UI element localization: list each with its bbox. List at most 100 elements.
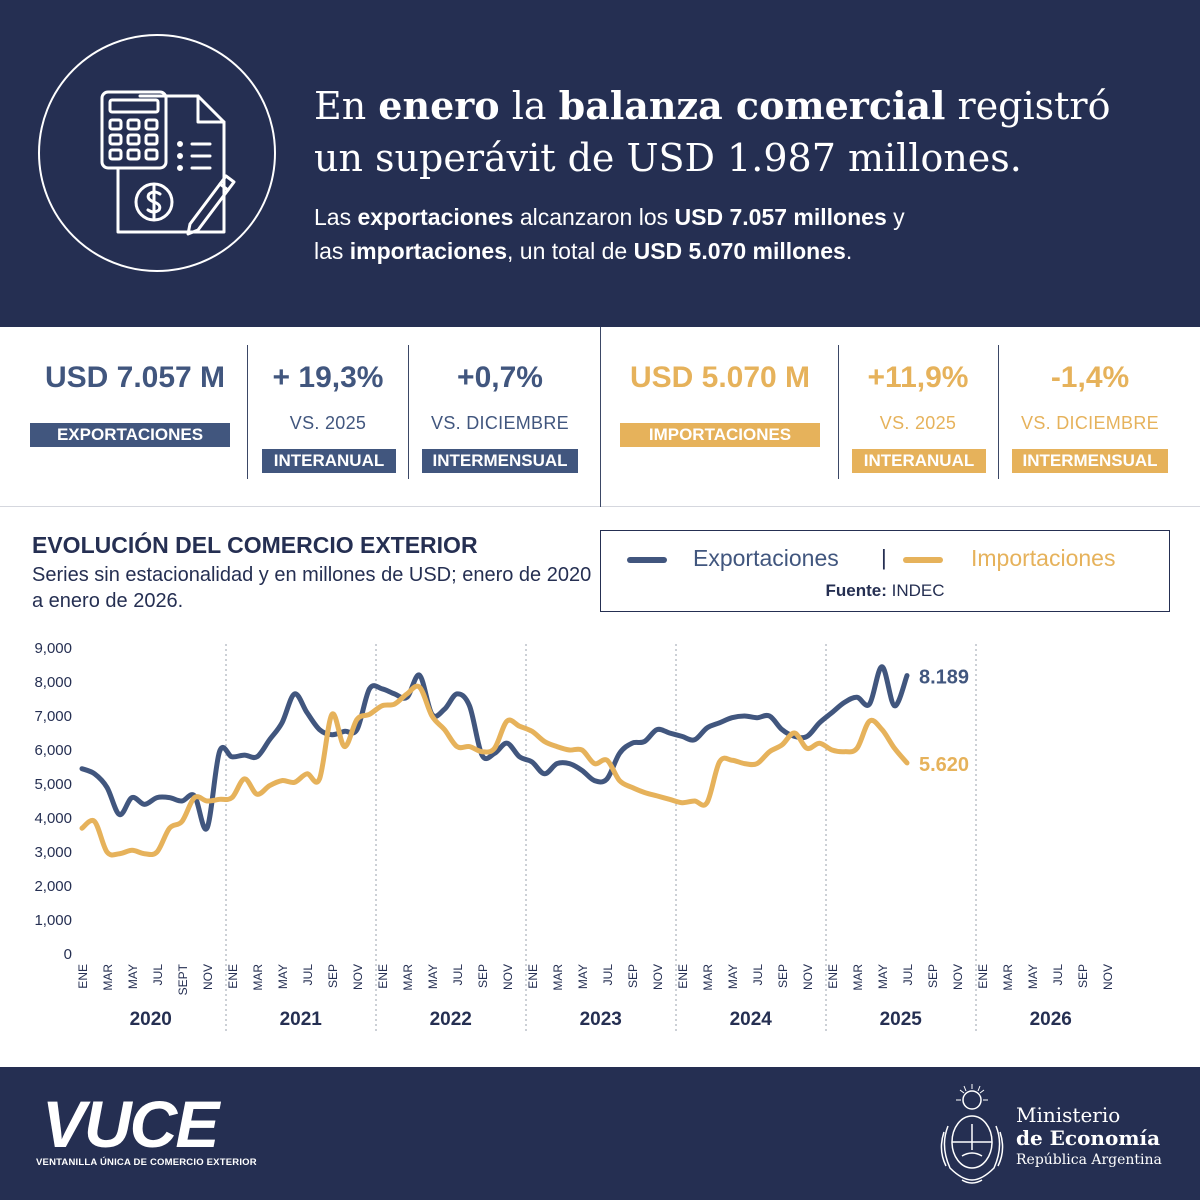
headline-text: la — [499, 84, 559, 128]
x-month-label: NOV — [801, 964, 815, 990]
x-month-label: NOV — [201, 964, 215, 990]
x-year-label: 2022 — [430, 1009, 472, 1030]
sub-text: , un total de — [507, 238, 634, 264]
x-month-label: JUL — [751, 964, 765, 986]
trade-line-chart: 0 1,000 2,000 3,000 4,000 5,000 6,000 7,000 8,00… — [34, 640, 1115, 1034]
x-month-label: MAR — [101, 964, 115, 991]
x-month-label: MAY — [126, 964, 140, 989]
legend-separator: | — [881, 545, 887, 570]
x-month-label: MAR — [401, 964, 415, 991]
x-month-label: ENE — [526, 964, 540, 989]
exports-yoy-tag: INTERANUAL — [262, 449, 396, 473]
national-coat-of-arms-icon — [940, 1084, 1004, 1184]
section-divider — [600, 327, 601, 507]
ministry-name-line2: de Economía — [1016, 1126, 1161, 1150]
sub-text: Las — [314, 204, 358, 230]
x-month-label: MAR — [1001, 964, 1015, 991]
exports-yoy-value: + 19,3% — [272, 361, 384, 394]
x-year-label: 2023 — [580, 1009, 622, 1030]
x-month-label: NOV — [1101, 964, 1115, 990]
y-tick-label: 3,000 — [34, 844, 72, 861]
x-month-label: MAY — [876, 964, 890, 989]
imports-mom-value: -1,4% — [1050, 361, 1130, 394]
y-tick-label: 1,000 — [34, 912, 72, 929]
source-label: Fuente: — [825, 581, 887, 600]
x-month-label: JUL — [901, 964, 915, 986]
x-month-label: JUL — [451, 964, 465, 986]
vuce-logo: VUCE — [42, 1087, 219, 1161]
x-month-label: MAY — [276, 964, 290, 989]
y-tick-label: 8,000 — [34, 674, 72, 691]
divider — [247, 345, 248, 479]
x-month-label: MAY — [726, 964, 740, 989]
subheadline: Las exportaciones alcanzaron los USD 7.0… — [314, 200, 1174, 268]
sub-imports: importaciones — [349, 238, 508, 264]
chart-subtitle: Series sin estacionalidad y en millones … — [32, 564, 592, 612]
x-month-label: MAR — [251, 964, 265, 991]
y-tick-label: 5,000 — [34, 776, 72, 793]
legend-source: Fuente: INDEC — [601, 581, 1169, 601]
headline-surplus: un superávit de USD 1.987 millones. — [314, 136, 1022, 180]
exports-yoy-ref: VS. 2025 — [289, 413, 367, 433]
chart-legend: Exportaciones | Importaciones Fuente: IN… — [600, 530, 1170, 612]
imports-mom-tag: INTERMENSUAL — [1012, 449, 1168, 473]
x-month-label: MAY — [426, 964, 440, 989]
x-month-label: ENE — [976, 964, 990, 989]
x-month-label: JUL — [301, 964, 315, 986]
imports-label-tag: IMPORTACIONES — [620, 423, 820, 447]
imports-yoy-tag: INTERANUAL — [852, 449, 986, 473]
x-month-label: SEP — [776, 964, 790, 988]
x-month-label: NOV — [951, 964, 965, 990]
imports-series-line — [79, 683, 910, 858]
x-month-label: ENE — [226, 964, 240, 989]
x-month-label: ENE — [376, 964, 390, 989]
x-month-label: ENE — [76, 964, 90, 989]
x-month-label: NOV — [651, 964, 665, 990]
ministry-name-line1: Ministerio — [1016, 1103, 1121, 1127]
exports-mom-tag: INTERMENSUAL — [422, 449, 578, 473]
x-month-label: SEP — [326, 964, 340, 988]
x-month-label: SEP — [626, 964, 640, 988]
x-month-label: SEP — [476, 964, 490, 988]
header-banner: En enero la balanza comercial registró u… — [0, 0, 1200, 327]
sub-text: alcanzaron los — [513, 204, 675, 230]
headline-text: En — [314, 84, 379, 128]
x-month-label: SEPT — [176, 963, 190, 995]
divider — [998, 345, 999, 479]
exports-mom-value: +0,7% — [457, 361, 543, 394]
headline-month: enero — [378, 83, 500, 128]
y-tick-label: 0 — [64, 946, 72, 963]
y-tick-label: 9,000 — [34, 640, 72, 657]
divider — [408, 345, 409, 479]
imports-end-label: 5.620 — [919, 754, 969, 776]
x-month-label: MAR — [701, 964, 715, 991]
y-tick-label: 2,000 — [34, 878, 72, 895]
sub-text: las — [314, 238, 350, 264]
x-year-label: 2024 — [730, 1009, 773, 1030]
legend-label-imports: Importaciones — [971, 545, 1116, 571]
sub-exports-value: USD 7.057 millones — [674, 204, 887, 230]
sub-text: y — [886, 204, 905, 230]
x-month-label: NOV — [351, 964, 365, 990]
x-month-label: ENE — [676, 964, 690, 989]
x-month-label: MAY — [1026, 964, 1040, 989]
imports-mom-ref: VS. DICIEMBRE — [1021, 413, 1159, 433]
imports-yoy-ref: VS. 2025 — [879, 413, 957, 433]
x-month-label: SEP — [926, 964, 940, 988]
x-month-label: SEP — [1076, 964, 1090, 988]
x-month-label: NOV — [501, 964, 515, 990]
sub-exports: exportaciones — [357, 204, 514, 230]
exports-value: USD 7.057 M — [44, 361, 226, 394]
y-tick-label: 6,000 — [34, 742, 72, 759]
headline-subject: balanza comercial — [558, 83, 946, 128]
x-year-label: 2021 — [280, 1009, 323, 1030]
headline: En enero la balanza comercial registró u… — [314, 80, 1174, 184]
legend-swatch-imports — [903, 557, 943, 563]
exports-series-line — [79, 664, 910, 832]
x-month-label: JUL — [1051, 964, 1065, 986]
x-month-label: MAR — [851, 964, 865, 991]
imports-value: USD 5.070 M — [629, 361, 811, 394]
divider — [838, 345, 839, 479]
legend-label-exports: Exportaciones — [693, 545, 839, 571]
x-year-label: 2020 — [130, 1009, 172, 1030]
